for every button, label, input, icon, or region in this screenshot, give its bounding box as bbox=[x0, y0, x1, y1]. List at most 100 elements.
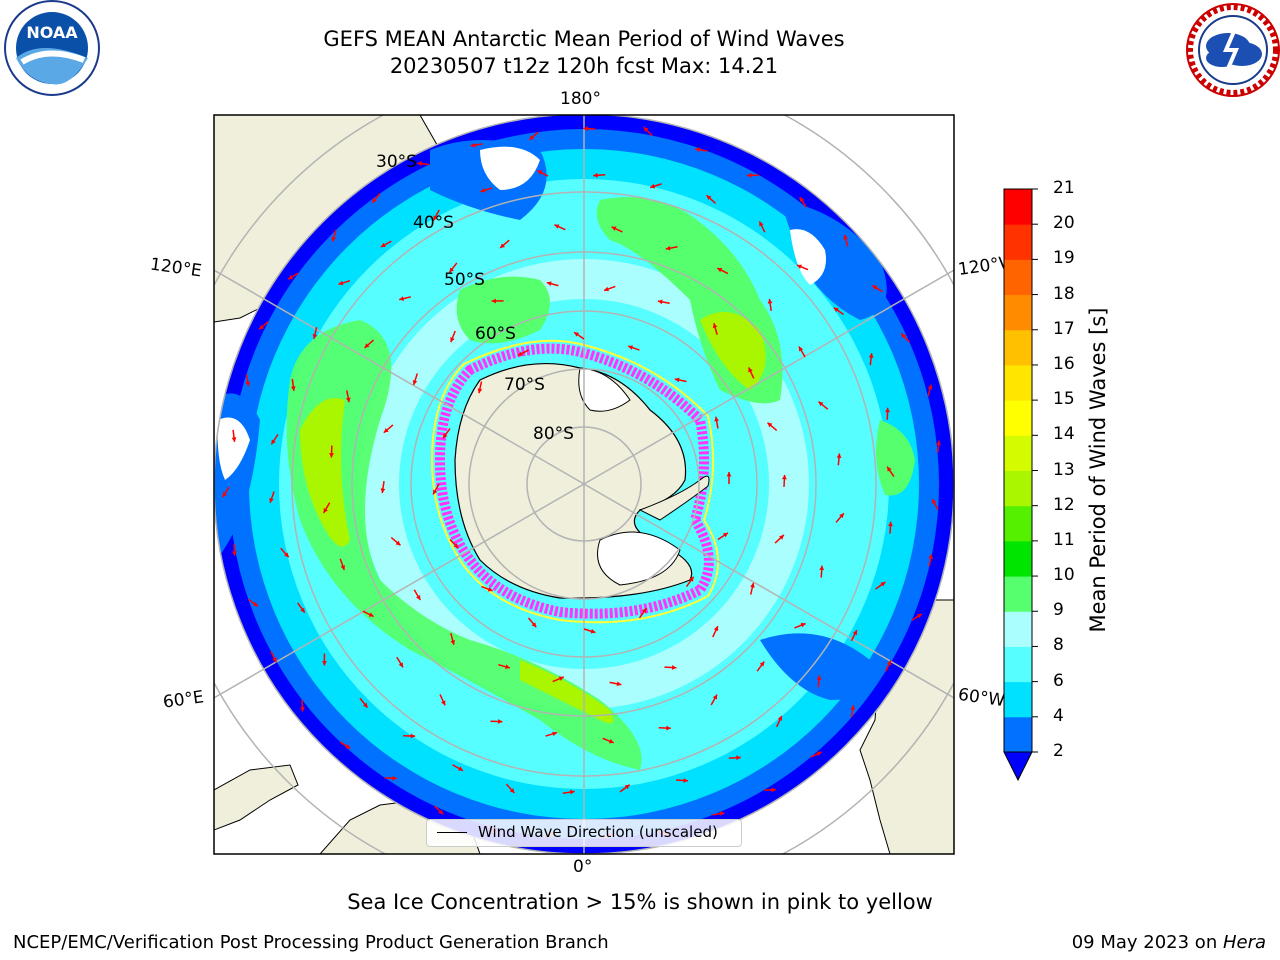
wind-wave-arrow bbox=[280, 547, 290, 558]
wind-wave-arrow bbox=[331, 229, 337, 242]
colorbar-tick-label: 8 bbox=[1053, 635, 1064, 656]
no-data-patch bbox=[480, 146, 540, 190]
wind-wave-arrow bbox=[749, 582, 755, 595]
wind-wave-arrow bbox=[470, 142, 483, 148]
lat-label-70s: 70°S bbox=[504, 375, 545, 395]
high-period-band-west bbox=[286, 320, 642, 770]
wind-wave-arrow bbox=[269, 491, 275, 503]
wind-wave-arrow bbox=[396, 656, 404, 668]
wind-wave-arrow bbox=[810, 751, 822, 758]
wind-wave-arrow bbox=[371, 193, 381, 204]
wind-wave-arrow bbox=[796, 264, 809, 271]
sea-ice-note: Sea Ice Concentration > 15% is shown in … bbox=[347, 890, 933, 914]
wind-wave-arrow bbox=[593, 172, 606, 178]
wind-wave-arrow bbox=[322, 653, 327, 666]
wind-wave-arrow bbox=[928, 554, 934, 567]
wind-wave-arrow bbox=[886, 466, 895, 477]
wind-wave-arrow bbox=[868, 353, 874, 366]
map-frame bbox=[213, 114, 955, 855]
colorbar-segment bbox=[1004, 189, 1032, 225]
chart-subtitle: 20230507 t12z 120h fcst Max: 14.21 bbox=[389, 54, 779, 78]
high-period-band-northwest bbox=[456, 276, 550, 344]
wind-wave-arrow bbox=[448, 262, 458, 273]
colorbar-segment bbox=[1004, 576, 1032, 612]
wind-wave-arrow bbox=[758, 221, 766, 233]
wind-wave-arrow bbox=[716, 267, 729, 275]
wind-wave-arrow bbox=[384, 775, 397, 781]
wind-wave-arrow bbox=[875, 581, 886, 590]
colorbar-segment bbox=[1004, 435, 1032, 471]
wind-wave-arrow bbox=[583, 126, 596, 132]
wind-wave-arrow bbox=[329, 445, 334, 458]
footer-organization: NCEP/EMC/Verification Post Processing Pr… bbox=[13, 932, 609, 953]
wind-wave-arrow bbox=[498, 663, 511, 670]
wind-wave-arrow bbox=[836, 453, 842, 466]
wind-wave-arrow bbox=[537, 169, 549, 177]
lat-label-80s: 80°S bbox=[533, 424, 574, 444]
wind-wave-arrow bbox=[552, 676, 565, 683]
wind-wave-arrow bbox=[546, 281, 559, 287]
colorbar-segment bbox=[1004, 681, 1032, 718]
wind-wave-arrow bbox=[258, 321, 269, 330]
colorbar-segment bbox=[1004, 294, 1032, 331]
colorbar-segment bbox=[1004, 400, 1032, 436]
wind-wave-arrow bbox=[480, 187, 493, 193]
wind-wave-arrow bbox=[717, 532, 729, 541]
wind-wave-arrow bbox=[712, 811, 725, 817]
colorbar-tick-label: 17 bbox=[1053, 318, 1075, 339]
colorbar-segment bbox=[1004, 611, 1032, 647]
wind-wave-arrow bbox=[685, 576, 695, 587]
wind-wave-arrow bbox=[799, 196, 807, 208]
national-weather-service-logo bbox=[1186, 3, 1280, 97]
wind-wave-arrow bbox=[776, 715, 783, 728]
wind-wave-arrow bbox=[764, 787, 777, 793]
wind-wave-arrow bbox=[390, 537, 401, 546]
wind-wave-arrow bbox=[798, 346, 806, 358]
legend-label: Wind Wave Direction (unscaled) bbox=[478, 823, 718, 841]
colorbar-segment bbox=[1004, 329, 1032, 366]
colorbar-tick-label: 2 bbox=[1053, 741, 1064, 761]
colorbar-segment bbox=[1004, 364, 1032, 401]
colorbar-tick-label: 11 bbox=[1053, 529, 1075, 550]
wind-wave-arrow bbox=[450, 330, 456, 343]
wind-wave-arrow bbox=[819, 565, 825, 578]
colorbar-title: Mean Period of Wind Waves [s] bbox=[1086, 307, 1110, 633]
colorbar-tick-label: 15 bbox=[1053, 389, 1075, 410]
colorbar-segment bbox=[1004, 470, 1032, 507]
colorbar-under-triangle bbox=[1003, 751, 1033, 782]
footer-date: 09 May 2023 on Hera bbox=[1072, 932, 1266, 953]
high-period-band-south-core bbox=[520, 660, 614, 724]
lat-label-50s: 50°S bbox=[444, 270, 485, 290]
wind-wave-arrow bbox=[452, 764, 464, 772]
high-period-band-west-core bbox=[300, 398, 350, 547]
wind-wave-arrow bbox=[490, 719, 503, 724]
wind-wave-arrow bbox=[345, 390, 351, 403]
legend-line-sample bbox=[437, 832, 467, 833]
no-data-patch bbox=[217, 417, 250, 480]
wind-wave-arrow bbox=[339, 558, 346, 571]
wind-wave-arrow bbox=[885, 407, 890, 420]
wind-wave-arrow bbox=[658, 725, 671, 731]
low-period-patch-east bbox=[780, 200, 887, 320]
wind-wave-arrow bbox=[817, 401, 829, 410]
colorbar-segment bbox=[1004, 259, 1032, 296]
wind-wave-arrow bbox=[833, 306, 845, 316]
colorbar-tick-label: 19 bbox=[1053, 248, 1075, 269]
wind-wave-arrow bbox=[323, 502, 331, 514]
wind-wave-arrow bbox=[794, 622, 806, 629]
wind-wave-arrow bbox=[247, 598, 259, 607]
wind-wave-arrow bbox=[554, 224, 566, 231]
wind-wave-arrow bbox=[665, 245, 678, 251]
colorbar-tick-label: 21 bbox=[1053, 178, 1075, 198]
wind-wave-arrow bbox=[643, 126, 653, 137]
wind-wave-arrow bbox=[850, 629, 858, 642]
wind-wave-arrow bbox=[417, 161, 430, 167]
wind-wave-arrow bbox=[527, 617, 537, 628]
wind-wave-arrow bbox=[477, 381, 483, 394]
wind-wave-arrow bbox=[364, 339, 375, 349]
wind-wave-arrow bbox=[850, 705, 856, 718]
wind-wave-arrow bbox=[380, 481, 386, 494]
no-data-patch bbox=[790, 229, 826, 285]
wind-wave-arrow bbox=[399, 296, 412, 301]
